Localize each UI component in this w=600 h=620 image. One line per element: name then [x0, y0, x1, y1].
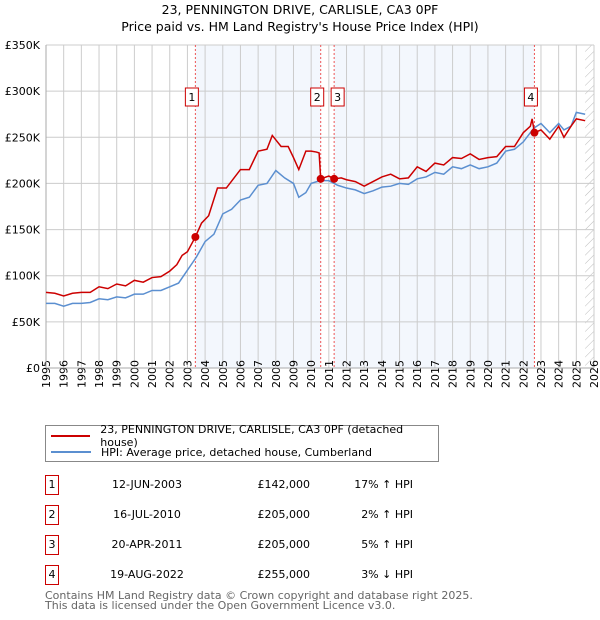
sale-hpi-diff: 5% ↑ HPI: [361, 538, 413, 551]
price-chart: 1995 1996 1997 1998 1999 2000 2001 2002 2003 2004…: [5, 39, 600, 388]
x-tick-label: 2004: [199, 360, 212, 388]
x-tick-label: 2005: [217, 360, 230, 388]
x-tick-label: 2016: [411, 360, 424, 388]
sale-badge: 2: [45, 505, 59, 525]
x-tick-label: 1996: [58, 360, 71, 388]
x-tick-label: 2021: [500, 360, 513, 388]
sale-price: £205,000: [257, 508, 311, 521]
x-tick-label: 1995: [40, 360, 53, 388]
sale-badge: 3: [45, 535, 59, 555]
x-tick-label: 2015: [394, 360, 407, 388]
legend-label: HPI: Average price, detached house, Cumb…: [101, 445, 373, 459]
legend-item-property: 23, PENNINGTON DRIVE, CARLISLE, CA3 0PF …: [46, 423, 438, 449]
shaded-period: [334, 45, 535, 368]
x-tick-label: 2026: [588, 360, 600, 388]
sale-badge: 4: [45, 565, 59, 585]
sale-point: [530, 128, 539, 137]
x-tick-label: 2019: [464, 360, 477, 388]
sale-hpi-diff: 17% ↑ HPI: [354, 478, 413, 491]
x-tick-label: 2017: [429, 360, 442, 388]
x-tick-label: 1999: [111, 360, 124, 388]
x-tick-label: 2002: [164, 360, 177, 388]
legend-label: 23, PENNINGTON DRIVE, CARLISLE, CA3 0PF …: [100, 423, 404, 449]
sale-date: 12-JUN-2003: [111, 478, 183, 491]
sale-label-box: [310, 87, 325, 107]
sale-label-box: [523, 87, 538, 107]
x-tick-label: 2003: [181, 360, 194, 388]
x-tick-label: 2020: [482, 360, 495, 388]
x-tick-label: 2013: [358, 360, 371, 388]
x-tick-label: 1997: [75, 360, 88, 388]
x-tick-label: 2010: [305, 360, 318, 388]
x-tick-label: 2011: [323, 360, 336, 388]
sale-date: 16-JUL-2010: [113, 508, 181, 521]
sale-label: 3: [334, 91, 341, 104]
x-tick-label: 2025: [570, 360, 583, 388]
footer-line-1: Contains HM Land Registry data © Crown c…: [45, 589, 473, 602]
x-tick-label: 2008: [270, 360, 283, 388]
y-tick-label: £300K: [5, 85, 41, 98]
x-tick-label: 2009: [287, 360, 300, 388]
y-tick-label: £350K: [5, 39, 41, 52]
sale-row: 1 12-JUN-2003 £142,000 17% ↑ HPI: [45, 475, 465, 495]
series-line: [46, 111, 586, 307]
future-hatch: [585, 45, 594, 368]
sale-row: 4 19-AUG-2022 £255,000 3% ↓ HPI: [45, 565, 465, 585]
y-tick-label: £200K: [5, 177, 41, 190]
y-tick-label: £100K: [5, 270, 41, 283]
y-tick-label: £250K: [5, 131, 41, 144]
series-line: [45, 117, 586, 297]
sale-point: [191, 232, 200, 241]
x-tick-label: 2007: [252, 360, 265, 388]
y-tick-label: £150K: [5, 224, 41, 237]
x-tick-label: 2012: [341, 360, 354, 388]
x-tick-label: 2022: [517, 360, 530, 388]
sale-price: £142,000: [257, 478, 311, 491]
x-tick-label: 1998: [93, 360, 106, 388]
legend-item-hpi: HPI: Average price, detached house, Cumb…: [46, 444, 372, 460]
sale-date: 19-AUG-2022: [110, 568, 184, 581]
sale-label: 2: [314, 91, 321, 104]
x-tick-label: 2014: [376, 360, 389, 388]
sale-label-box: [184, 87, 199, 107]
sale-date: 20-APR-2011: [111, 538, 183, 551]
x-tick-label: 2018: [447, 360, 460, 388]
sale-point: [316, 174, 325, 183]
sale-hpi-diff: 2% ↑ HPI: [361, 508, 413, 521]
sale-price: £205,000: [257, 538, 311, 551]
sale-row: 2 16-JUL-2010 £205,000 2% ↑ HPI: [45, 505, 465, 525]
x-tick-label: 2024: [553, 360, 566, 388]
legend: 23, PENNINGTON DRIVE, CARLISLE, CA3 0PF …: [45, 423, 439, 462]
x-tick-label: 2000: [128, 360, 141, 388]
sale-badge: 1: [45, 475, 59, 495]
footer-line-2: This data is licensed under the Open Gov…: [45, 599, 396, 612]
sale-label: 1: [188, 91, 195, 104]
chart-title: 23, PENNINGTON DRIVE, CARLISLE, CA3 0PF: [161, 2, 439, 17]
x-tick-label: 2023: [535, 360, 548, 388]
sale-row: 3 20-APR-2011 £205,000 5% ↑ HPI: [45, 535, 465, 555]
sale-hpi-diff: 3% ↓ HPI: [361, 568, 413, 581]
x-tick-label: 2001: [146, 360, 159, 388]
sale-price: £255,000: [257, 568, 311, 581]
sale-label: 4: [527, 91, 534, 104]
y-tick-label: £0: [26, 362, 40, 375]
sale-point: [330, 174, 339, 183]
sale-label-box: [330, 87, 345, 107]
y-tick-label: £50K: [12, 316, 41, 329]
chart-subtitle: Price paid vs. HM Land Registry's House …: [121, 19, 479, 34]
x-tick-label: 2006: [234, 360, 247, 388]
